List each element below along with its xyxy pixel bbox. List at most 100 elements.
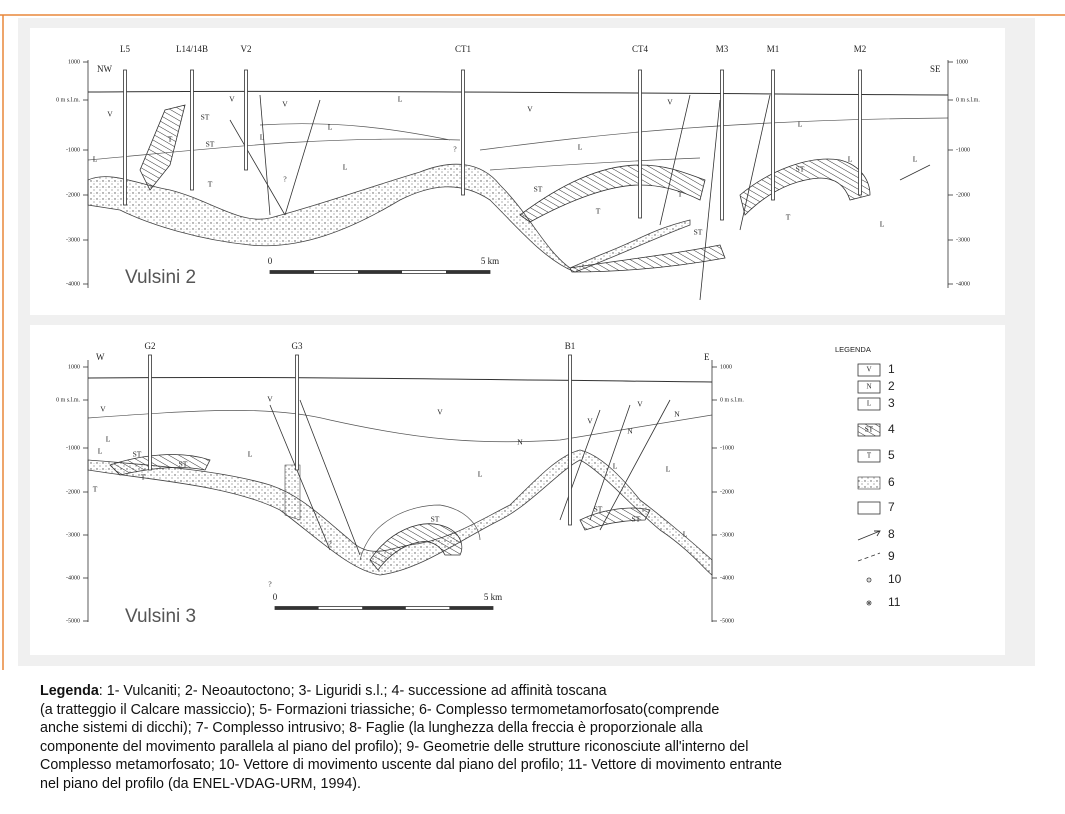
scale-segment: [358, 271, 402, 274]
axis-label: -3000: [66, 532, 80, 538]
unit-label: L: [248, 450, 253, 459]
legend-number: 5: [888, 448, 895, 462]
caption-line: (a tratteggio il Calcare massiccio); 5- …: [40, 701, 1060, 720]
scale-label: 0: [273, 592, 278, 602]
unit-label: T: [168, 135, 173, 144]
well-label: G2: [145, 341, 156, 351]
axis-label: -2000: [66, 192, 80, 198]
unit-label: V: [267, 395, 273, 404]
legend-symbol: N: [866, 383, 871, 391]
unit-label: L: [798, 120, 803, 129]
axis-label: 1000: [720, 364, 732, 370]
axis-label: -1000: [956, 147, 970, 153]
scale-segment: [275, 607, 319, 610]
unit-label: N: [674, 410, 680, 419]
scale-segment: [449, 607, 493, 610]
scale-label: 5 km: [484, 592, 502, 602]
unit-label: ST: [179, 460, 188, 469]
unit-label: L: [98, 447, 103, 456]
unit-label: T: [93, 485, 98, 494]
unit-label: L: [613, 462, 618, 471]
well: [296, 355, 299, 470]
unit-label: L: [578, 143, 583, 152]
unit-label: T: [596, 207, 601, 216]
well-label: CT1: [455, 44, 471, 54]
scale-segment: [270, 271, 314, 274]
legend-number: 2: [888, 379, 895, 393]
legend-number: 7: [888, 500, 895, 514]
unit-label: ST: [694, 228, 703, 237]
caption-text: (a tratteggio il Calcare massiccio); 5- …: [40, 702, 719, 718]
axis-label: 0 m s.l.m.: [956, 97, 980, 103]
unit-label: L: [260, 133, 265, 142]
unit-label: L: [666, 465, 671, 474]
unit-label: N: [627, 427, 633, 436]
caption-text: componente del movimento parallela al pi…: [40, 739, 748, 755]
well-label: M1: [767, 44, 780, 54]
unit-label: V: [229, 95, 235, 104]
axis-label: -1000: [66, 445, 80, 451]
unit-label: V: [437, 408, 443, 417]
unit-label: V: [100, 405, 106, 414]
unit-label: V: [667, 98, 673, 107]
unit-label: ST: [796, 165, 805, 174]
unit-label: L: [913, 155, 918, 164]
well-label: CT4: [632, 44, 649, 54]
unit-label: V: [107, 110, 113, 119]
well: [772, 70, 775, 200]
unit-label: L: [343, 163, 348, 172]
legend-number: 1: [888, 362, 895, 376]
caption-line: Legenda: 1- Vulcaniti; 2- Neoautoctono; …: [40, 682, 1060, 701]
legend-title: LEGENDA: [835, 345, 871, 354]
legend-symbol: T: [867, 452, 872, 460]
caption-text: Complesso metamorfosato; 10- Vettore di …: [40, 757, 782, 773]
caption-text: nel piano del profilo (da ENEL-VDAG-URM,…: [40, 776, 361, 792]
end-label: NW: [97, 64, 112, 74]
well-label: M3: [716, 44, 729, 54]
legend-swatch: [858, 502, 880, 514]
caption-line: nel piano del profilo (da ENEL-VDAG-URM,…: [40, 775, 1060, 794]
well: [245, 70, 248, 170]
scale-label: 5 km: [481, 256, 499, 266]
legend-symbol: ST: [865, 426, 874, 434]
axis-label: -5000: [66, 618, 80, 624]
axis-label: -3000: [66, 237, 80, 243]
end-label: E: [704, 352, 710, 362]
well: [639, 70, 642, 218]
legend-number: 9: [888, 549, 895, 563]
well: [569, 355, 572, 525]
legend-number: 6: [888, 475, 895, 489]
legend-swatch: [858, 477, 880, 489]
caption-bold: Legenda: [40, 683, 99, 699]
caption-line: anche sistemi di dicchi); 7- Complesso i…: [40, 719, 1060, 738]
unit-label: T: [678, 190, 683, 199]
unit-label: L: [93, 155, 98, 164]
section-title: Vulsini 2: [125, 267, 196, 288]
well: [149, 355, 152, 470]
caption-text: : 1- Vulcaniti; 2- Neoautoctono; 3- Ligu…: [99, 683, 607, 699]
unit-label: V: [637, 400, 643, 409]
well-label: L5: [120, 44, 130, 54]
unit-label: L: [848, 155, 853, 164]
end-label: SE: [930, 64, 941, 74]
unit-label: L: [683, 530, 688, 539]
unit-label: V: [527, 105, 533, 114]
end-label: W: [96, 352, 105, 362]
unit-label: L: [880, 220, 885, 229]
axis-label: -3000: [720, 532, 734, 538]
axis-label: -2000: [66, 489, 80, 495]
axis-label: -4000: [956, 281, 970, 287]
axis-label: 1000: [68, 364, 80, 370]
unit-label: L: [328, 123, 333, 132]
unit-label: L: [106, 435, 111, 444]
scale-segment: [362, 607, 406, 610]
unit-label: ST: [431, 515, 440, 524]
caption: Legenda: 1- Vulcaniti; 2- Neoautoctono; …: [40, 682, 1060, 794]
unit-label: T: [208, 180, 213, 189]
scale-label: 0: [268, 256, 273, 266]
unit-label: ST: [201, 113, 210, 122]
legend-number: 10: [888, 572, 902, 586]
legend-number: 11: [888, 595, 901, 609]
unit-label: L: [398, 95, 403, 104]
unit-label: ST: [133, 450, 142, 459]
